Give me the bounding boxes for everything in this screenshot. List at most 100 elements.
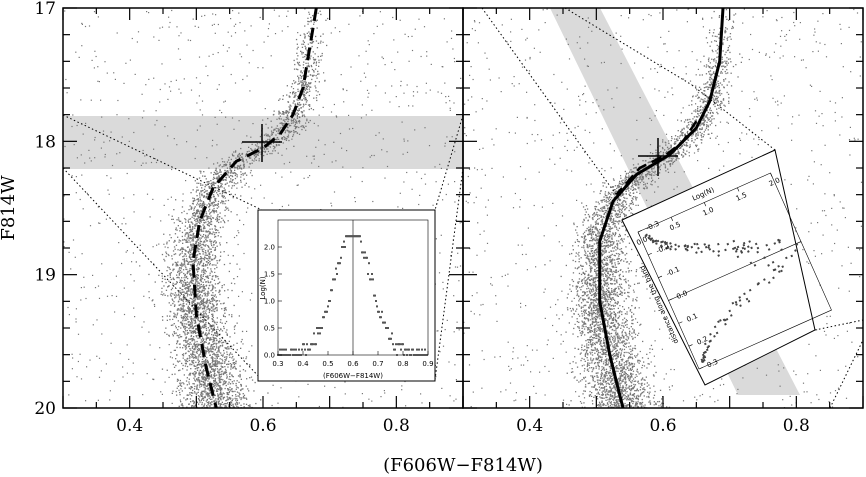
field-star-point [401,389,403,391]
field-star-point [189,39,192,42]
star-point [327,17,329,20]
star-point [213,374,215,376]
star-point [281,113,283,115]
field-star-point [412,95,415,97]
star-point [196,259,198,261]
star-point [224,361,226,363]
field-star-point [346,89,348,92]
star-point [207,236,209,239]
star-point [186,394,188,396]
field-star-point [426,55,428,57]
star-point [181,308,183,310]
star-point [192,326,195,328]
star-point [202,278,204,280]
field-star-point [424,127,426,129]
field-star-point [242,343,244,345]
star-point [213,337,215,339]
field-star-point [239,22,241,24]
field-star-point [97,399,99,401]
star-point [318,73,320,75]
star-point [183,397,185,399]
star-point [195,347,197,349]
star-point [313,21,315,23]
star-point [192,327,195,330]
star-point [213,338,215,340]
star-point [200,395,203,397]
star-point [236,403,239,405]
field-star-point [286,15,288,17]
star-point [203,308,206,310]
star-point [305,98,307,100]
star-point [210,211,213,213]
field-star-point [153,77,155,79]
star-point [204,301,207,303]
star-point [240,378,242,380]
star-point [169,294,172,296]
star-point [188,338,190,340]
field-star-point [361,393,363,395]
star-point [173,316,175,318]
field-star-point [404,33,406,35]
field-star-point [236,235,238,237]
star-point [224,203,226,205]
field-star-point [296,184,298,186]
star-point [197,313,199,315]
star-point [191,256,193,258]
star-point [281,137,283,139]
star-point [212,306,214,308]
star-point [279,112,281,114]
star-point [178,291,180,294]
star-point [210,270,212,272]
star-point [186,260,189,262]
star-point [209,372,211,375]
star-point [288,131,290,133]
star-point [200,399,203,402]
star-point [194,298,196,300]
field-star-point [298,396,300,398]
star-point [214,342,216,344]
star-point [212,178,214,180]
star-point [204,257,206,259]
star-point [202,287,204,289]
star-point [192,197,194,199]
star-point [175,244,178,246]
star-point [227,289,229,291]
star-point [195,269,198,271]
star-point [177,308,179,310]
star-point [179,384,181,387]
star-point [203,370,205,372]
star-point [196,215,199,217]
star-point [203,313,205,315]
star-point [206,306,208,308]
star-point [296,126,298,128]
star-point [184,297,187,299]
star-point [213,295,215,297]
field-star-point [214,271,216,273]
field-star-point [449,109,451,111]
field-star-point [76,157,78,159]
star-point [191,354,193,356]
field-star-point [98,297,101,299]
field-star-point [281,205,283,208]
star-point [208,389,210,391]
star-point [202,326,204,328]
star-point [223,327,225,330]
star-point [221,401,223,403]
star-point [205,230,207,232]
star-point [219,380,221,382]
star-point [203,360,205,362]
field-star-point [90,99,92,101]
field-star-point [242,78,244,81]
star-point [239,365,241,367]
star-point [179,379,181,382]
field-star-point [457,252,459,254]
field-star-point [424,183,427,185]
star-point [242,160,244,162]
star-point [197,391,199,393]
star-point [190,265,192,267]
star-point [196,189,198,191]
star-point [298,116,301,118]
star-point [205,178,207,180]
star-point [198,303,200,305]
star-point [250,157,252,159]
